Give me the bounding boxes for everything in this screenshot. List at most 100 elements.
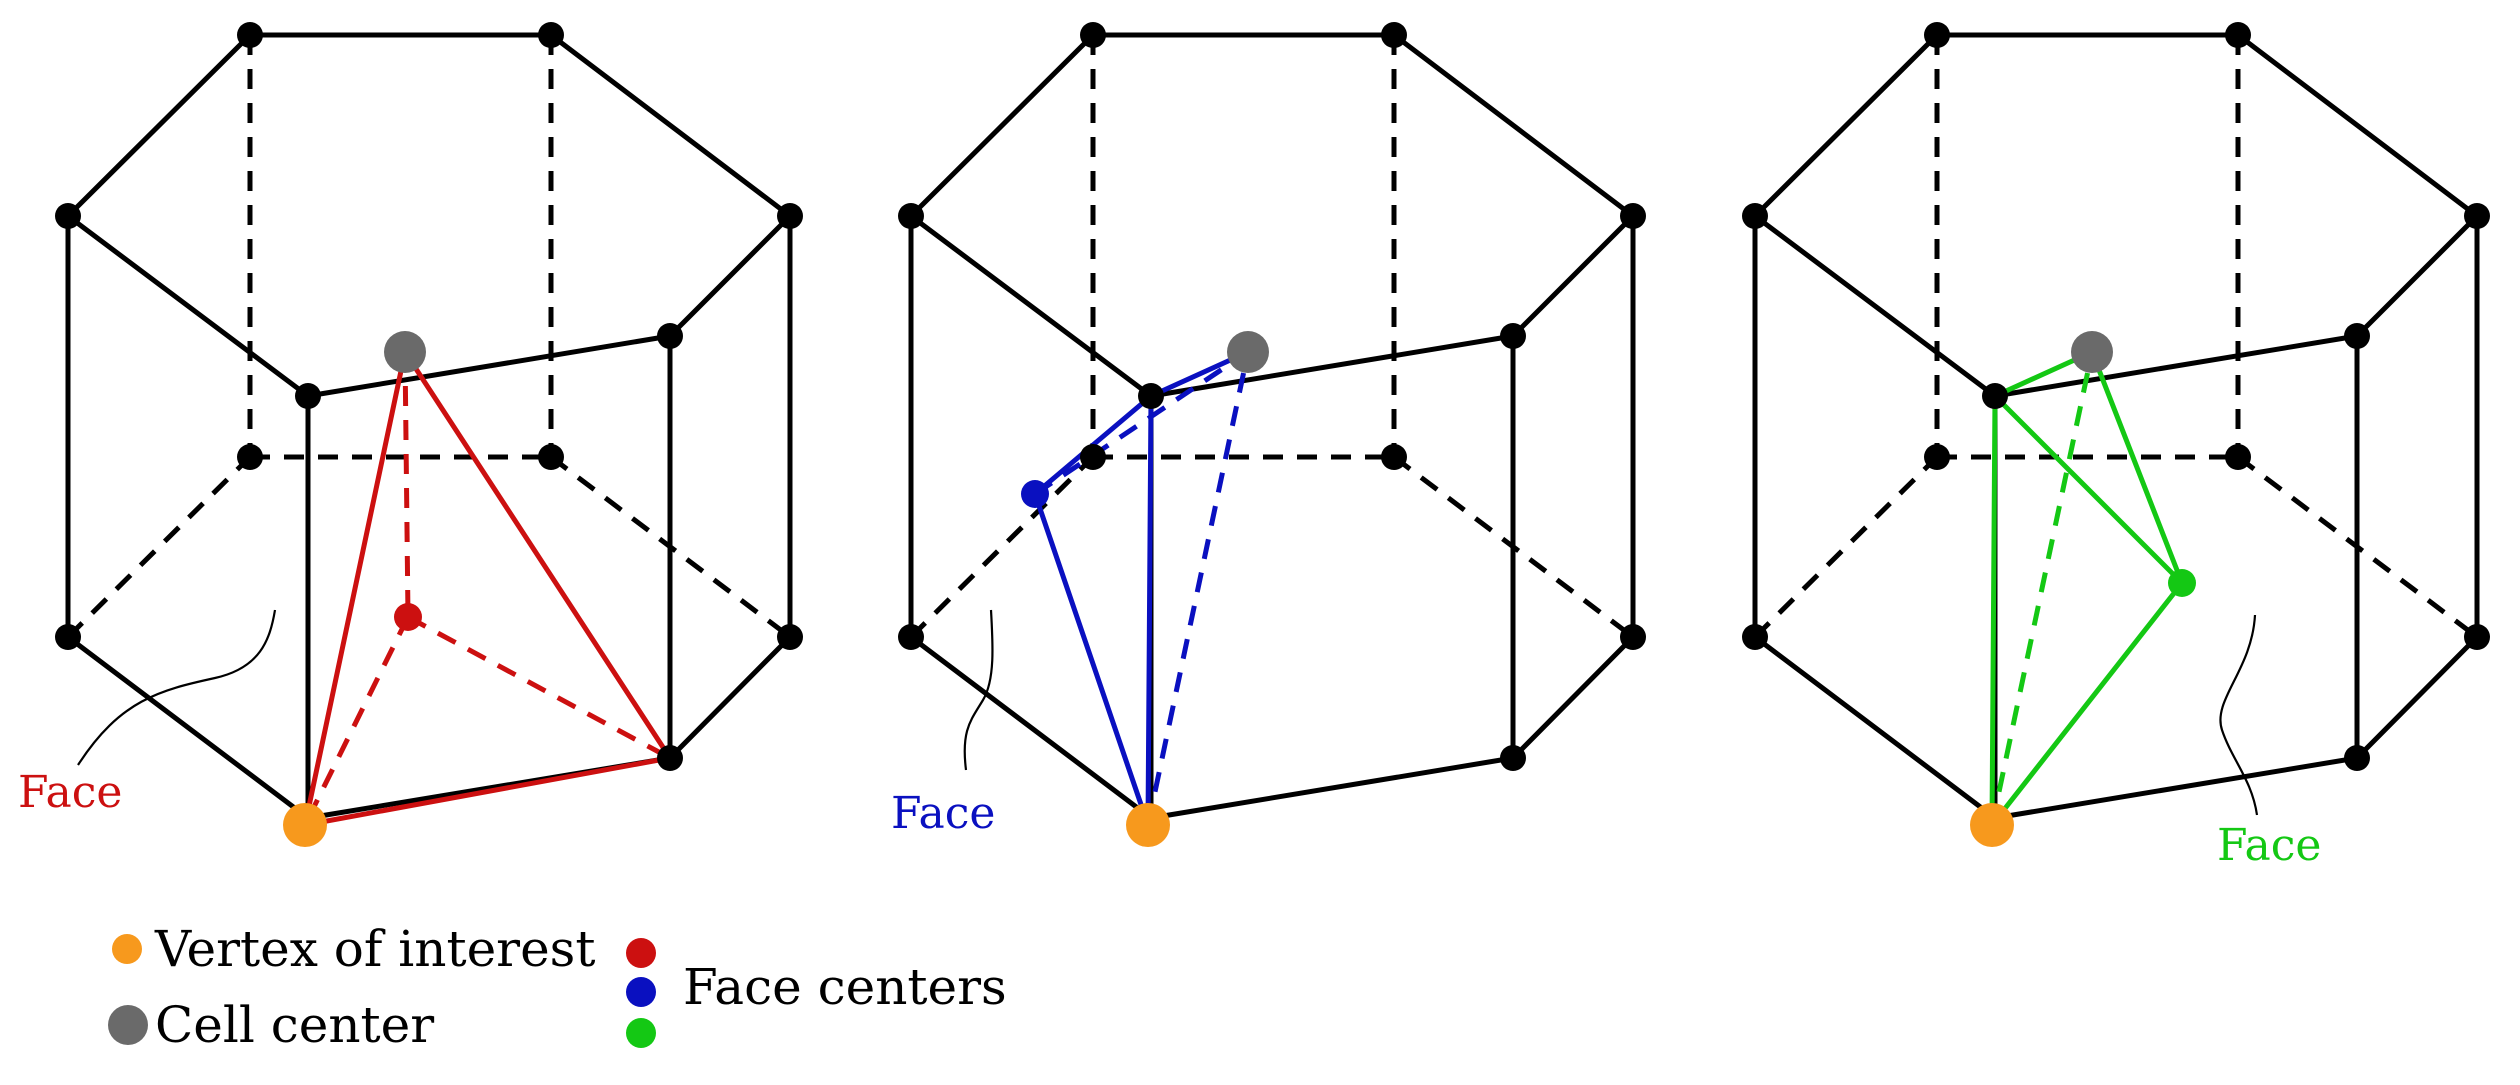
face-label: Face [891, 788, 995, 839]
vertex-t6 [55, 203, 81, 229]
vertex-t6 [1742, 203, 1768, 229]
legend-face-center-red-swatch [626, 938, 656, 968]
vertex-t1 [1924, 22, 1950, 48]
face-leader-line [2219, 614, 2259, 816]
prism-edge-t5-t6 [1752, 213, 1998, 399]
vertex-b2 [1381, 444, 1407, 470]
vertex-b1 [1080, 444, 1106, 470]
overlay-dashed-line-1 [1145, 351, 1251, 826]
panels-layer: Face Face Face [18, 22, 2490, 871]
legend-cell-center-label: Cell center [155, 996, 434, 1054]
vertex-b4 [657, 745, 683, 771]
prism-edge-t6-t1 [65, 32, 253, 219]
overlay-solid-line-0 [1989, 393, 1998, 828]
panel-middle: Face [891, 22, 1646, 847]
prism-edge-t3-t4 [667, 213, 793, 339]
hidden-edge-b2-b3 [1392, 455, 1635, 639]
overlay-solid-line-3 [1145, 393, 1154, 828]
prism-edge-t5-t6 [65, 213, 311, 399]
legend-cell-center-swatch [108, 1005, 148, 1045]
cell-center-point [384, 331, 426, 373]
prism-edge-b5-b6 [1752, 634, 1998, 821]
hidden-edge-b6-b1 [909, 455, 1095, 639]
overlay-solid-line-0 [1032, 491, 1151, 828]
vertex-t4 [2344, 323, 2370, 349]
prism-edge-t2-t3 [548, 32, 793, 219]
legend-face-center-blue-swatch [626, 977, 656, 1007]
vertex-t6 [898, 203, 924, 229]
prism-edge-t4-t5 [305, 333, 673, 399]
vertex-t5 [1138, 383, 1164, 409]
vertex-b6 [898, 624, 924, 650]
legend-vertex-of-interest-swatch [112, 934, 142, 964]
vertex-t5 [1982, 383, 2008, 409]
prism-edge-b3-b4 [667, 634, 793, 761]
prism-edge-t6-t1 [908, 32, 1096, 219]
cell-center-point [1227, 331, 1269, 373]
face-center-point [394, 603, 422, 631]
face-label: Face [2217, 820, 2321, 871]
vertex-b2 [2225, 444, 2251, 470]
vertex-of-interest-point [1970, 803, 2014, 847]
face-label: Face [18, 767, 122, 818]
prism-edge-t2-t3 [1391, 32, 1636, 219]
legend: Vertex of interest Cell center Face cent… [108, 920, 1007, 1054]
prism-edge-t3-t4 [1510, 213, 1636, 339]
panel-left: Face [18, 22, 803, 847]
vertex-t2 [2225, 22, 2251, 48]
legend-face-centers-label: Face centers [683, 958, 1007, 1016]
vertex-b3 [1620, 624, 1646, 650]
vertex-t4 [1500, 323, 1526, 349]
vertex-t2 [538, 22, 564, 48]
face-center-point [2168, 569, 2196, 597]
prism-edges [65, 32, 793, 821]
face-leader-line [963, 609, 994, 771]
overlay-dashed-line-0 [402, 351, 411, 618]
prism-edges [1752, 32, 2480, 821]
vertex-t3 [777, 203, 803, 229]
legend-vertex-of-interest-label: Vertex of interest [154, 920, 595, 978]
vertex-b3 [2464, 624, 2490, 650]
legend-face-center-green-swatch [626, 1018, 656, 1048]
vertex-b3 [777, 624, 803, 650]
vertex-b1 [237, 444, 263, 470]
overlay-middle [1032, 349, 1251, 828]
hidden-edge-b6-b1 [66, 455, 252, 639]
prism-edge-b5-b6 [908, 634, 1154, 821]
overlay-right [1989, 349, 2185, 828]
overlay-dashed-line-1 [302, 615, 411, 827]
prism-edges [908, 32, 1636, 821]
overlay-left [302, 349, 673, 828]
overlay-solid-line-2 [302, 755, 673, 828]
overlay-dashed-line-0 [1989, 351, 2095, 826]
face-center-point [1021, 480, 1049, 508]
prism-edge-b3-b4 [2354, 634, 2480, 761]
vertex-t4 [657, 323, 683, 349]
panel-right: Face [1742, 22, 2490, 871]
overlay-solid-line-4 [1992, 393, 2185, 586]
vertex-t2 [1381, 22, 1407, 48]
vertex-b2 [538, 444, 564, 470]
vertex-b4 [1500, 745, 1526, 771]
prism-edge-b3-b4 [1510, 634, 1636, 761]
prism-edge-b4-b5 [1148, 755, 1516, 821]
vertex-t5 [295, 383, 321, 409]
prism-edge-t4-t5 [1992, 333, 2360, 399]
vertex-t1 [237, 22, 263, 48]
vertex-b6 [55, 624, 81, 650]
hidden-edge-b2-b3 [2236, 455, 2479, 639]
overlay-dashed-line-2 [406, 614, 672, 761]
vertex-b1 [1924, 444, 1950, 470]
prism-edge-t5-t6 [908, 213, 1154, 399]
vertex-t3 [2464, 203, 2490, 229]
overlay-solid-line-0 [302, 349, 408, 828]
vertex-b4 [2344, 745, 2370, 771]
prism-edge-t6-t1 [1752, 32, 1940, 219]
cell-center-point [2071, 331, 2113, 373]
prism-edge-b5-b6 [65, 634, 311, 821]
overlay-dashed-line-0 [1033, 349, 1250, 497]
prism-edge-t2-t3 [2235, 32, 2480, 219]
face-leader-line [77, 609, 277, 766]
